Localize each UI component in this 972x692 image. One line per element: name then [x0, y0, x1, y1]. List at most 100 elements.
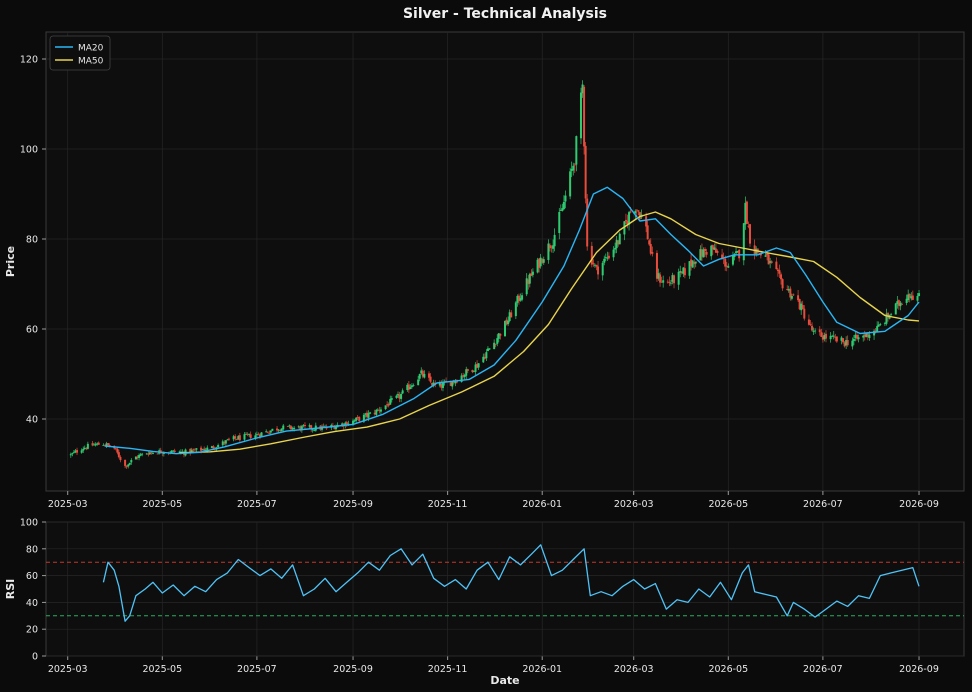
candle-down	[279, 430, 282, 431]
candle-up	[854, 334, 857, 338]
candle-down	[494, 343, 497, 345]
candle-up	[282, 425, 285, 430]
candle-down	[797, 295, 800, 301]
candle-up	[910, 296, 913, 299]
candle-down	[358, 416, 361, 421]
candle-up	[93, 444, 96, 446]
candle-up	[564, 195, 567, 202]
candle-up	[558, 211, 561, 234]
candle-up	[401, 390, 404, 394]
candle-down	[378, 410, 381, 411]
candle-up	[682, 267, 685, 274]
candle-up	[539, 257, 542, 267]
candle-up	[496, 338, 499, 344]
candle-up	[485, 352, 488, 359]
candle-up	[472, 370, 475, 372]
candle-down	[449, 382, 452, 386]
price-xtick-label: 2025-07	[237, 499, 277, 510]
candle-up	[451, 381, 454, 387]
candle-down	[156, 453, 159, 455]
price-ytick-label: 100	[20, 145, 38, 156]
candle-up	[248, 433, 251, 435]
candle-up	[418, 374, 421, 379]
candle-down	[266, 431, 269, 433]
candle-down	[597, 266, 600, 275]
candle-down	[440, 383, 443, 388]
candle-down	[421, 370, 424, 377]
candle-up	[243, 434, 246, 440]
candle-up	[593, 264, 596, 266]
candle-up	[74, 450, 77, 453]
candle-up	[497, 333, 500, 339]
rsi-panel: 2025-03 2025-05 2025-07 2025-09 2025-11 2026-…	[4, 518, 965, 687]
candle-up	[603, 258, 606, 263]
rsi-ytick-label: 0	[32, 652, 38, 663]
candle-up	[569, 171, 572, 197]
candle-up	[341, 423, 344, 426]
candle-up	[134, 456, 137, 460]
candle-down	[856, 334, 859, 339]
candle-down	[173, 450, 176, 453]
candle-up	[662, 280, 665, 283]
rsi-xtick-label: 2026-09	[899, 664, 939, 675]
candle-up	[352, 420, 355, 425]
rsi-line	[102, 544, 920, 622]
candle-up	[201, 449, 204, 451]
candle-down	[714, 248, 717, 253]
price-xtick-label: 2025-05	[142, 499, 182, 510]
candle-up	[138, 455, 141, 458]
candle-up	[516, 295, 519, 303]
candle-down	[716, 250, 719, 253]
candle-down	[548, 245, 551, 249]
candle-down	[235, 438, 238, 440]
candle-up	[735, 251, 738, 254]
candle-down	[617, 240, 620, 245]
candle-up	[823, 334, 826, 340]
candle-down	[766, 253, 769, 256]
candle-up	[293, 427, 296, 429]
candle-up	[832, 335, 835, 337]
candle-up	[397, 394, 400, 396]
candle-up	[865, 332, 868, 338]
candle-up	[151, 453, 154, 454]
candle-down	[874, 330, 877, 333]
candle-down	[680, 271, 683, 273]
legend-label: MA50	[78, 57, 104, 67]
candle-down	[646, 225, 649, 240]
candle-up	[139, 454, 142, 456]
candle-up	[559, 209, 562, 211]
candle-up	[384, 405, 387, 410]
price-ytick-label: 60	[26, 325, 38, 336]
candle-down	[119, 456, 122, 461]
candle-down	[299, 426, 302, 431]
candle-up	[69, 454, 72, 456]
candle-down	[824, 333, 827, 339]
candle-up	[417, 379, 420, 386]
candle-down	[223, 442, 226, 444]
candle-up	[885, 313, 888, 324]
candle-up	[877, 324, 880, 327]
price-xtick-label: 2026-09	[899, 499, 939, 510]
candle-down	[607, 255, 610, 259]
candle-up	[265, 431, 268, 433]
figure-title: Silver - Technical Analysis	[403, 6, 607, 22]
candle-down	[590, 245, 593, 265]
candle-down	[637, 210, 640, 212]
candle-down	[655, 252, 658, 279]
candle-down	[462, 375, 465, 377]
candle-down	[835, 336, 838, 342]
candle-down	[538, 258, 541, 268]
candle-up	[291, 428, 294, 430]
candle-up	[688, 261, 691, 276]
candle-up	[269, 430, 272, 433]
candle-up	[552, 245, 555, 249]
candle-down	[455, 381, 458, 383]
candle-down	[711, 245, 714, 250]
candle-up	[694, 261, 697, 264]
candle-up	[699, 249, 702, 261]
candle-up	[713, 247, 716, 250]
candle-down	[345, 422, 348, 426]
candle-up	[764, 255, 767, 257]
candle-up	[172, 450, 175, 452]
candle-down	[770, 261, 773, 263]
